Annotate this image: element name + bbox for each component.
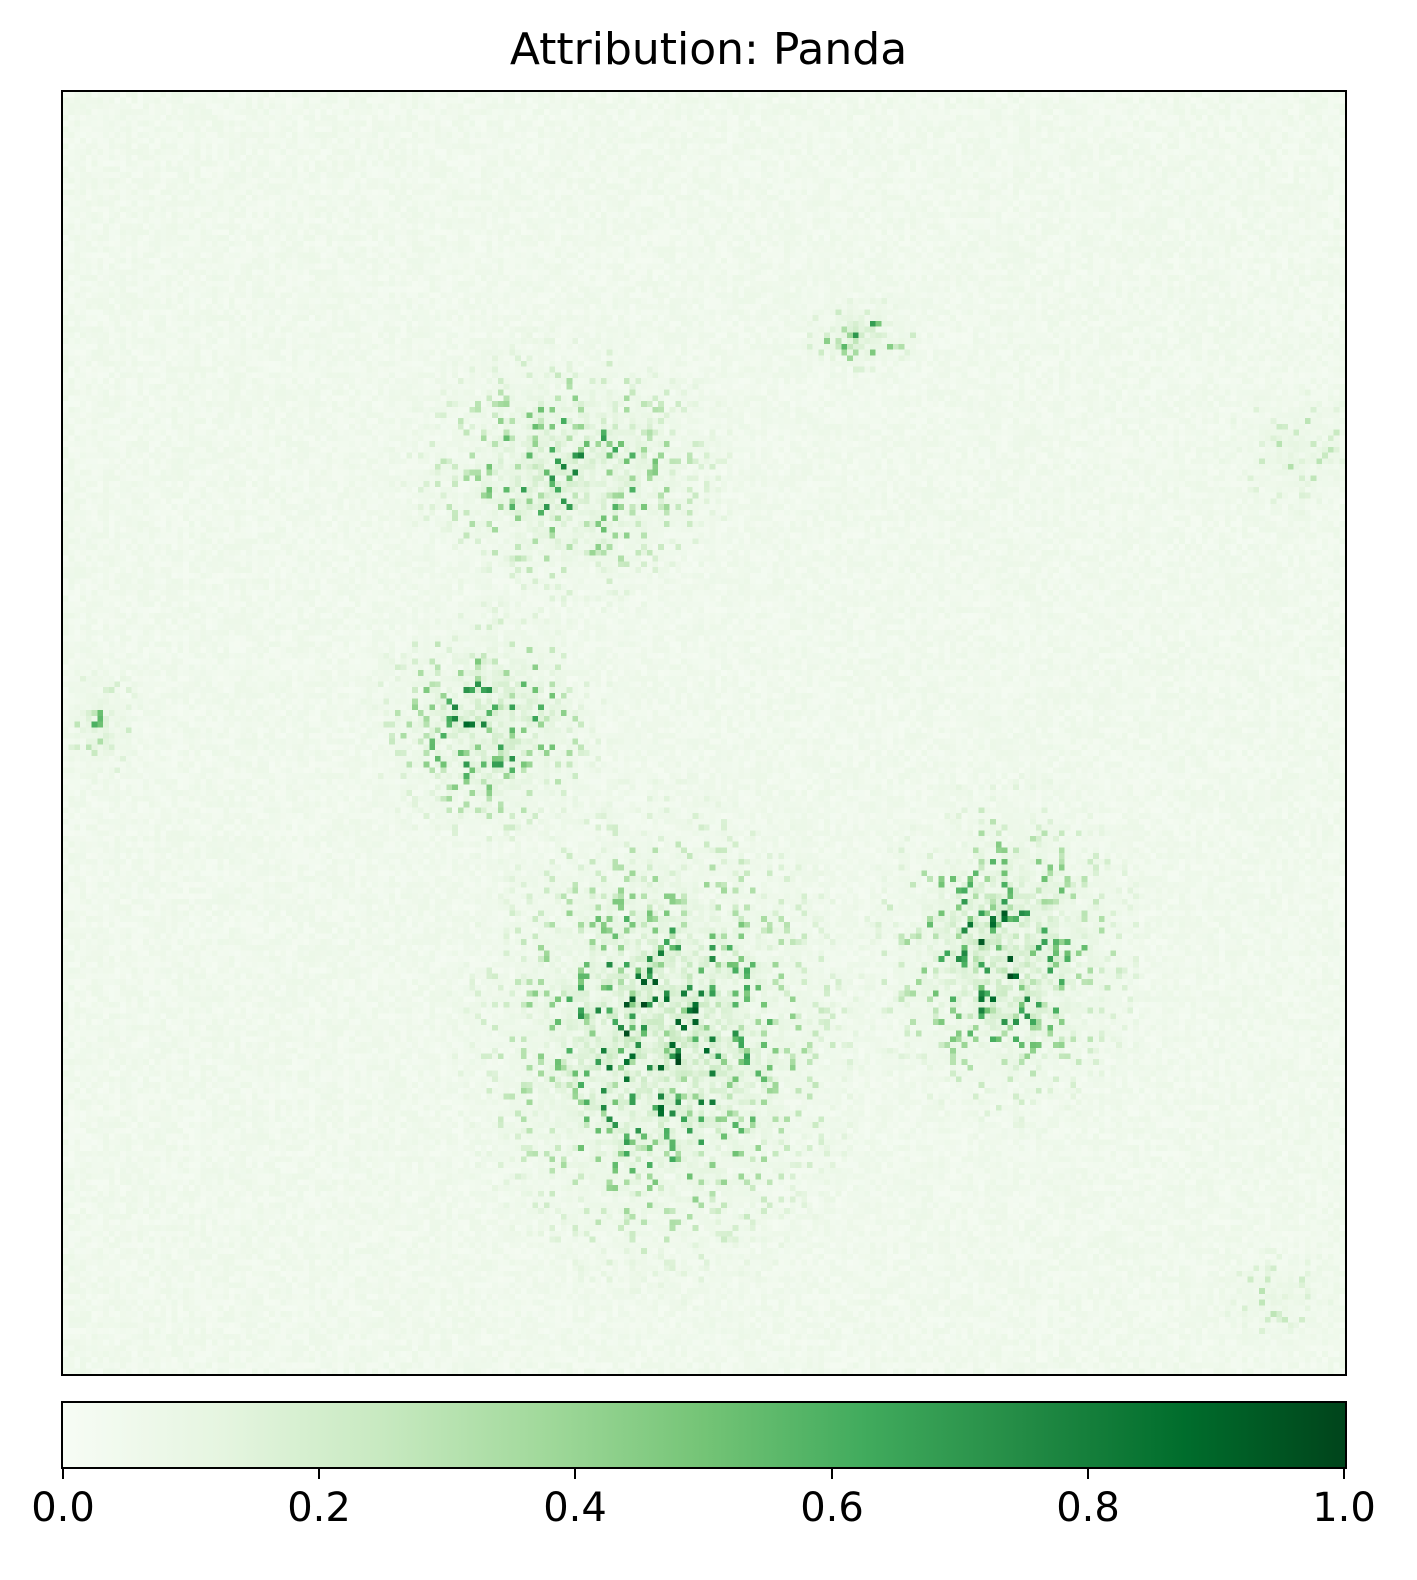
chart-title: Attribution: Panda <box>0 22 1417 78</box>
heatmap-plot-area <box>61 90 1347 1376</box>
colorbar-tick-label: 1.0 <box>1284 1484 1404 1532</box>
colorbar-tick-label: 0.4 <box>515 1484 635 1532</box>
colorbar-tick-label: 0.6 <box>772 1484 892 1532</box>
colorbar-tick-label: 0.0 <box>3 1484 123 1532</box>
attribution-heatmap <box>63 92 1345 1374</box>
colorbar <box>61 1401 1347 1469</box>
colorbar-tick-label: 0.8 <box>1028 1484 1148 1532</box>
colorbar-tick-label: 0.2 <box>259 1484 379 1532</box>
